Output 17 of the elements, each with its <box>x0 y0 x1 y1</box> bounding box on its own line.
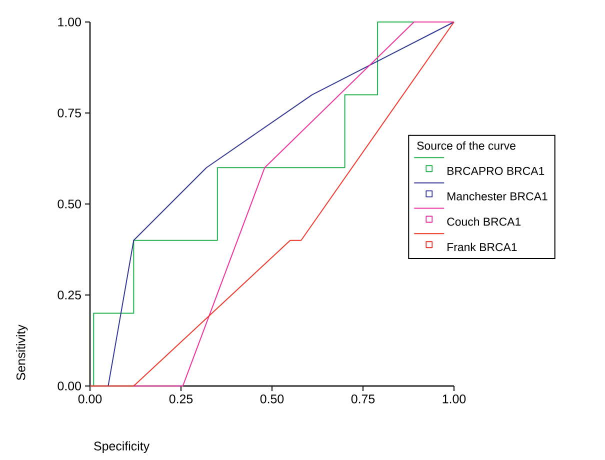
x-tick-label: 0.25 <box>169 394 193 404</box>
y-tick-label: 0.75 <box>58 108 81 118</box>
x-axis-title: Specificity <box>94 441 150 453</box>
y-tick-label: 0.25 <box>58 290 81 300</box>
x-tick-label: 0.75 <box>351 394 375 404</box>
x-tick-label: 0.50 <box>260 394 284 404</box>
legend-label: Manchester BRCA1 <box>448 192 548 200</box>
legend-label: BRCAPRO BRCA1 <box>448 166 544 175</box>
legend-label: Couch BRCA1 <box>447 217 521 226</box>
y-tick-label: 0.50 <box>58 200 81 208</box>
y-axis-title: Sensitivity <box>16 324 28 380</box>
legend-label: Frank BRCA1 <box>448 242 517 252</box>
y-tick-label: 1.00 <box>58 18 81 26</box>
x-tick-label: 1.00 <box>442 394 466 404</box>
legend-title: Source of the curve <box>417 141 516 150</box>
x-tick-label: 0.00 <box>78 394 102 404</box>
y-tick-label: 0.00 <box>58 382 81 390</box>
